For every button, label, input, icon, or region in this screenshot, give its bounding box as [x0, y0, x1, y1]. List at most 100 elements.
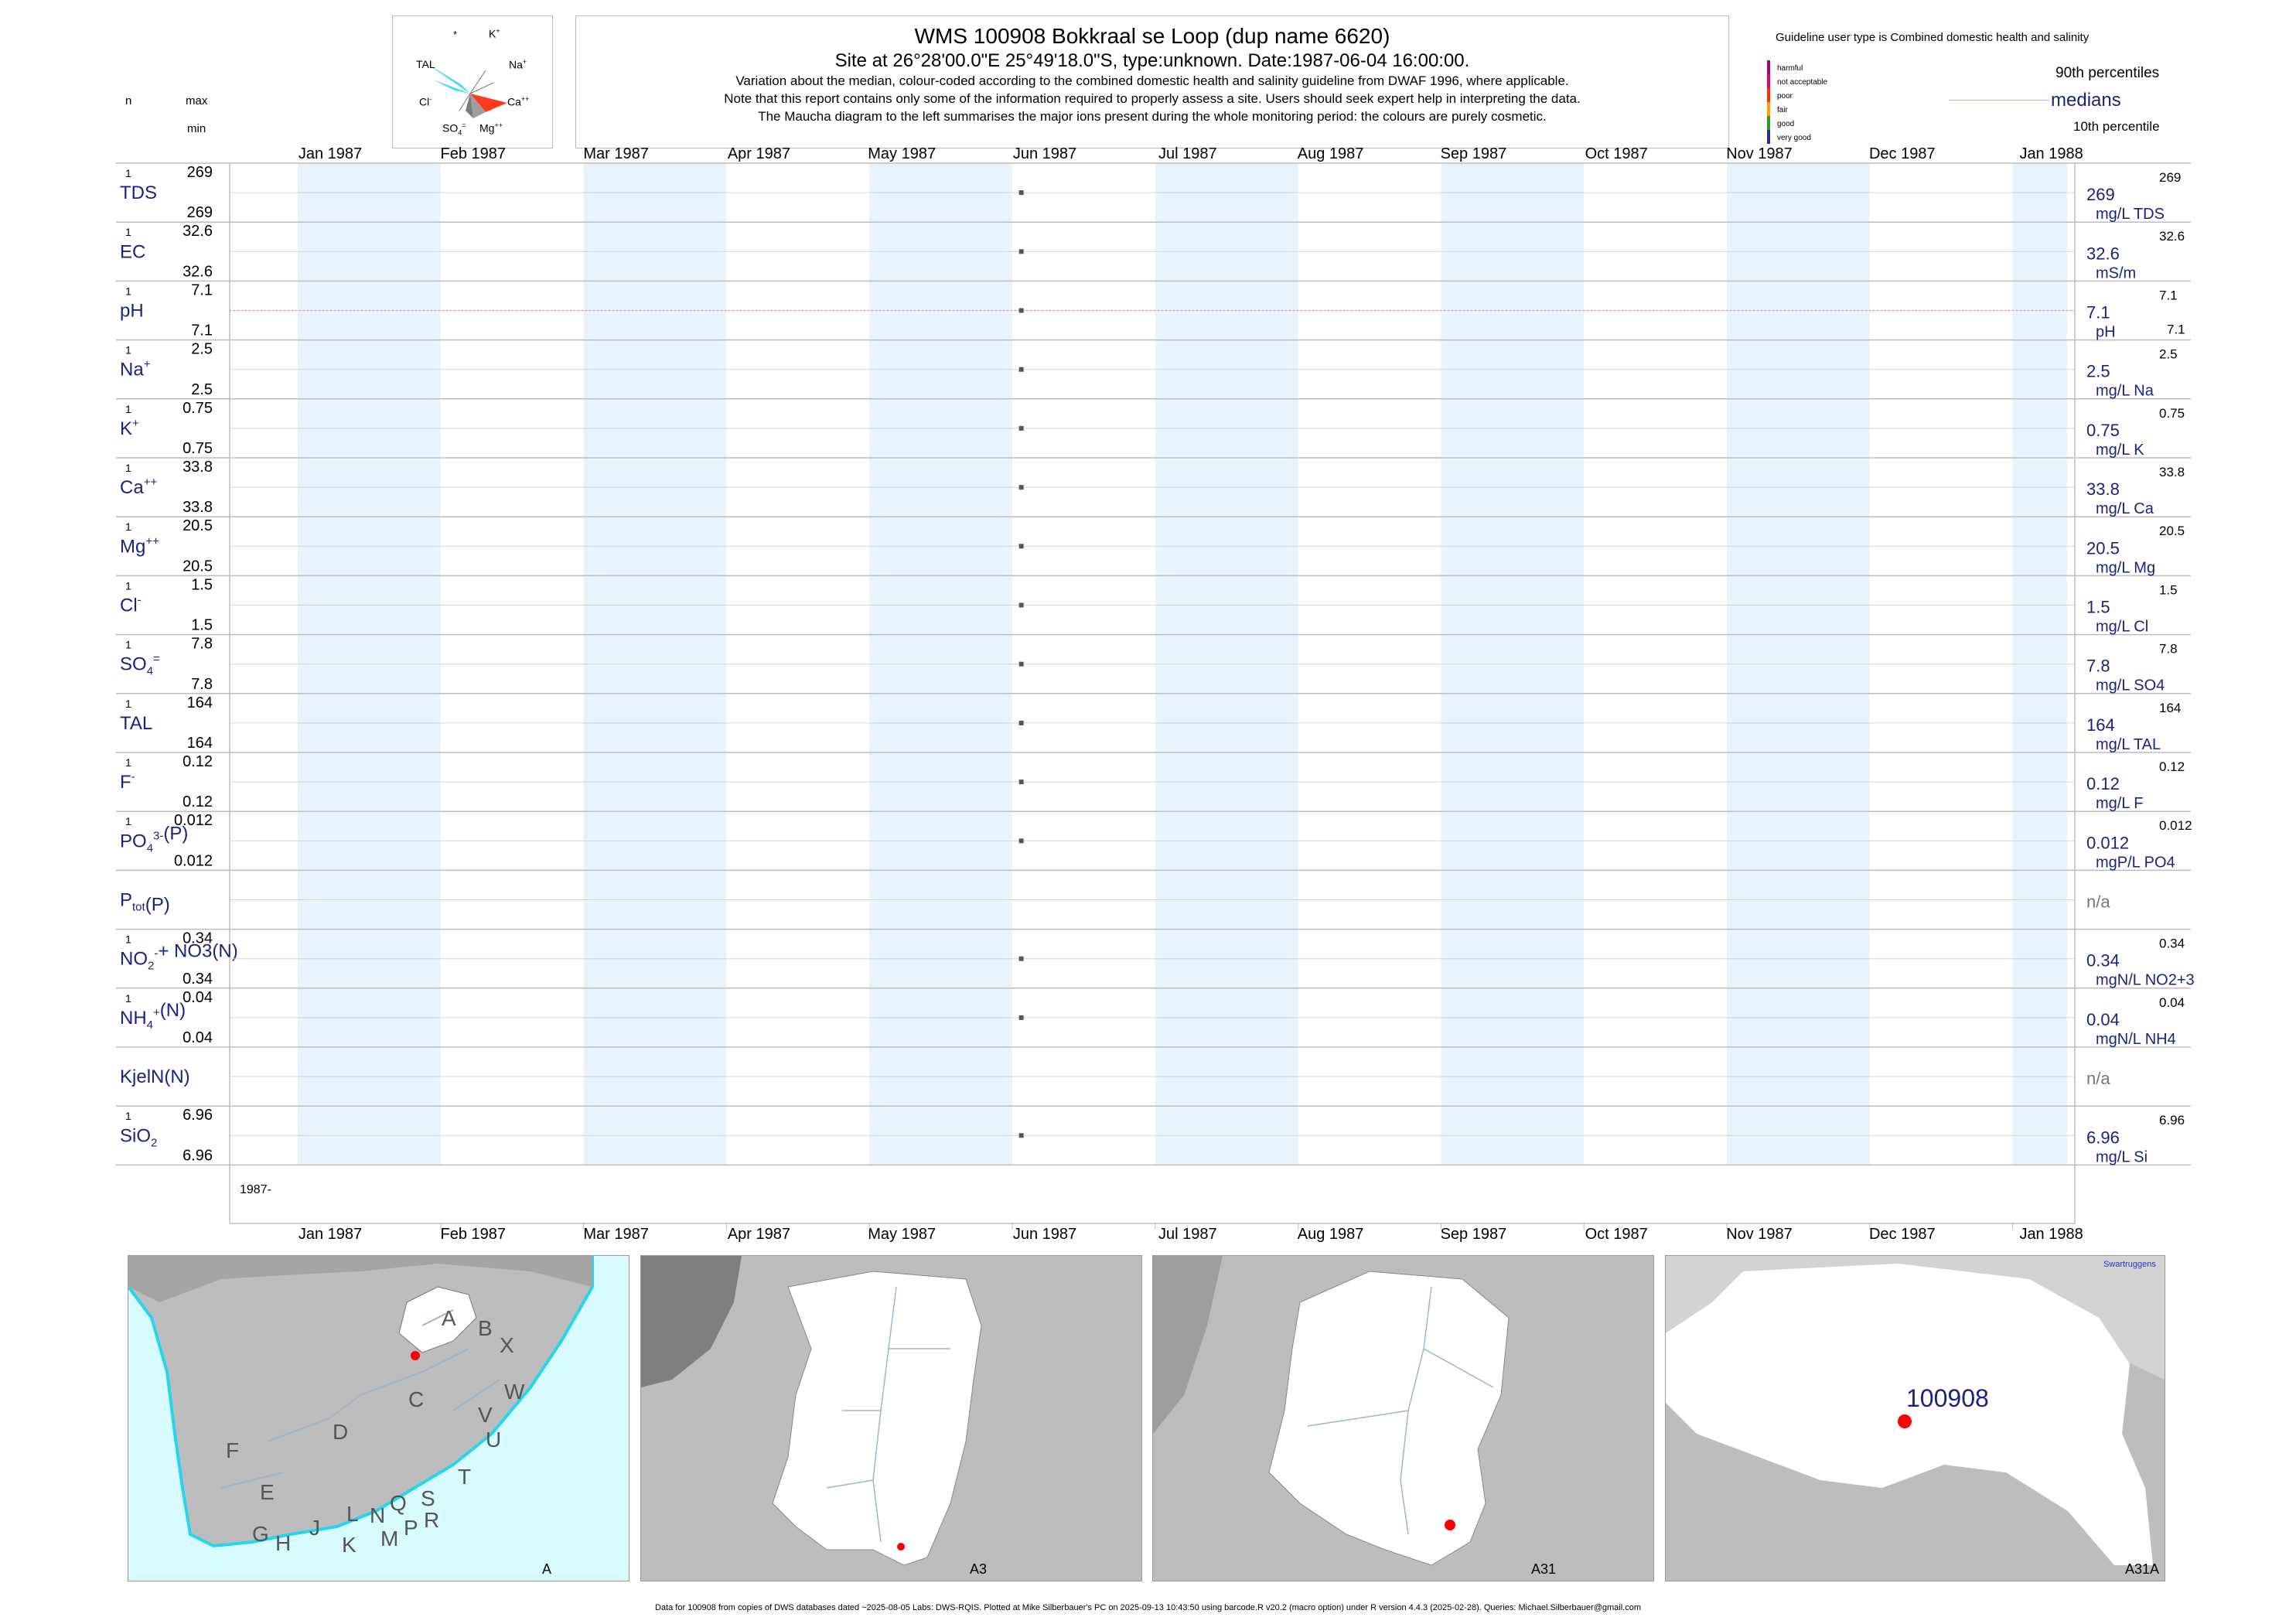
data-point [1018, 485, 1024, 490]
unit-label: mg/L SO4 [2096, 677, 2165, 694]
region-letter-w: W [504, 1380, 525, 1404]
row-min-value: 164 [187, 735, 213, 752]
legend-very-good: very good [1777, 134, 1811, 142]
map-a3-catchment [772, 1271, 982, 1566]
maucha-tal-wedge [425, 63, 470, 94]
row-min-value: 0.12 [183, 793, 213, 810]
row-min-value: 32.6 [183, 263, 213, 280]
region-letter-n: N [370, 1503, 386, 1527]
sample-count: 1 [125, 1110, 131, 1122]
month-label-top: Feb 1987 [441, 145, 507, 162]
map-a31-site-dot [1445, 1520, 1455, 1530]
parameter-label: pH [120, 301, 144, 322]
month-label-bottom: Mar 1987 [583, 1226, 649, 1243]
maucha-grey-wedge-2 [466, 94, 473, 118]
row-min-value: 269 [187, 204, 213, 221]
map-a3-dark-area [641, 1256, 742, 1387]
guideline-title: Guideline user type is Combined domestic… [1776, 31, 2090, 44]
maucha-label-k: K+ [489, 27, 500, 40]
data-point [1018, 190, 1024, 196]
data-point [1018, 1133, 1024, 1138]
legend-fair: fair [1777, 106, 1788, 114]
map-panel-a3: A3 [640, 1255, 1142, 1581]
parameter-label: F- [120, 770, 135, 793]
map-a31a-catchment [1666, 1264, 2153, 1565]
row-max-value: 164 [187, 694, 213, 711]
region-letter-q: Q [390, 1491, 407, 1515]
p90-value: 0.75 [2159, 406, 2185, 421]
row-max-value: 0.12 [183, 753, 213, 770]
parameter-label: Ca++ [120, 476, 157, 498]
map-a31a-site-dot [1898, 1414, 1912, 1428]
row-min-value: 1.5 [191, 617, 213, 634]
maucha-ca-wedge [470, 94, 507, 112]
region-letter-s: S [421, 1486, 435, 1510]
maucha-diagram: * K+ TAL Na+ Cl- Ca++ SO4= Mg++ [392, 15, 553, 148]
parameter-label: SO4= [120, 653, 160, 678]
parameter-label: Cl- [120, 594, 142, 616]
legend-poor: poor [1777, 92, 1793, 101]
sample-count: 1 [125, 933, 131, 946]
p90-value: 1.5 [2159, 582, 2178, 597]
region-letter-a: A [442, 1306, 456, 1330]
map-south-africa-svg [128, 1256, 629, 1581]
parameter-label: KjelN(N) [120, 1066, 190, 1087]
region-letter-r: R [424, 1508, 440, 1532]
month-label-bottom: May 1987 [868, 1226, 936, 1243]
parameter-label: Mg++ [120, 534, 159, 557]
median-na: n/a [2086, 892, 2110, 912]
map-a31-catchment [1268, 1271, 1510, 1566]
parameter-label: Ptot(P) [120, 890, 170, 916]
p90-value: 0.04 [2159, 995, 2185, 1010]
median-value: 0.012 [2086, 833, 2129, 852]
data-point [1018, 249, 1024, 254]
parameter-label: TAL [120, 713, 152, 734]
month-label-bottom: Dec 1987 [1869, 1226, 1936, 1243]
map-a3-svg [641, 1256, 982, 1566]
p90-value: 0.34 [2159, 937, 2185, 951]
month-label-bottom: Jan 1987 [299, 1226, 362, 1243]
region-letter-h: H [275, 1531, 292, 1555]
map-panel-a31a: Swartruggens 100908 A31A [1665, 1255, 2165, 1581]
parameter-label: K+ [120, 417, 139, 439]
month-label-top: Jul 1987 [1158, 145, 1217, 162]
report-title: WMS 100908 Bokkraal se Loop (dup name 66… [914, 24, 1390, 48]
row-max-value: 269 [187, 164, 213, 181]
legend-good: good [1777, 120, 1795, 128]
legend-median-line [1949, 100, 2049, 101]
map-site-label: 100908 [1906, 1384, 1989, 1412]
max-header: max [186, 94, 208, 107]
month-label-top: Sep 1987 [1441, 145, 1507, 162]
month-label-top: Jan 1988 [2019, 145, 2083, 162]
p90-value: 6.96 [2159, 1113, 2185, 1128]
sample-count: 1 [125, 815, 131, 827]
map-sa-catchment-a [398, 1286, 477, 1353]
maucha-svg [425, 63, 507, 118]
sample-count: 1 [125, 520, 131, 533]
unit-label: mgP/L PO4 [2096, 854, 2175, 871]
row-max-value: 0.75 [183, 400, 213, 417]
data-point [1018, 838, 1024, 844]
data-point [1018, 544, 1024, 549]
median-value: 0.04 [2086, 1010, 2120, 1029]
region-letter-j: J [309, 1516, 320, 1540]
region-letter-g: G [252, 1522, 269, 1546]
month-label-bottom: Nov 1987 [1726, 1226, 1793, 1243]
unit-label: mS/m [2096, 264, 2136, 281]
p90-value: 0.012 [2159, 818, 2192, 833]
data-point [1018, 661, 1024, 667]
month-label-top: Jun 1987 [1013, 145, 1076, 162]
maucha-label-tal: TAL [416, 58, 435, 70]
unit-label: mg/L Si [2096, 1148, 2148, 1165]
median-value: 7.1 [2086, 303, 2110, 322]
legend-not-acceptable: not acceptable [1777, 78, 1828, 87]
unit-label: mg/L TAL [2096, 736, 2161, 753]
median-value: 0.12 [2086, 774, 2120, 793]
region-letter-p: P [404, 1516, 418, 1540]
p10-value: 7.1 [2167, 322, 2185, 337]
maucha-label-ca: Ca++ [507, 95, 530, 108]
parameter-label: EC [120, 241, 145, 262]
region-letter-b: B [478, 1316, 493, 1340]
unit-label: mg/L TDS [2096, 206, 2165, 223]
note-line-2: Note that this report contains only some… [724, 91, 1581, 106]
